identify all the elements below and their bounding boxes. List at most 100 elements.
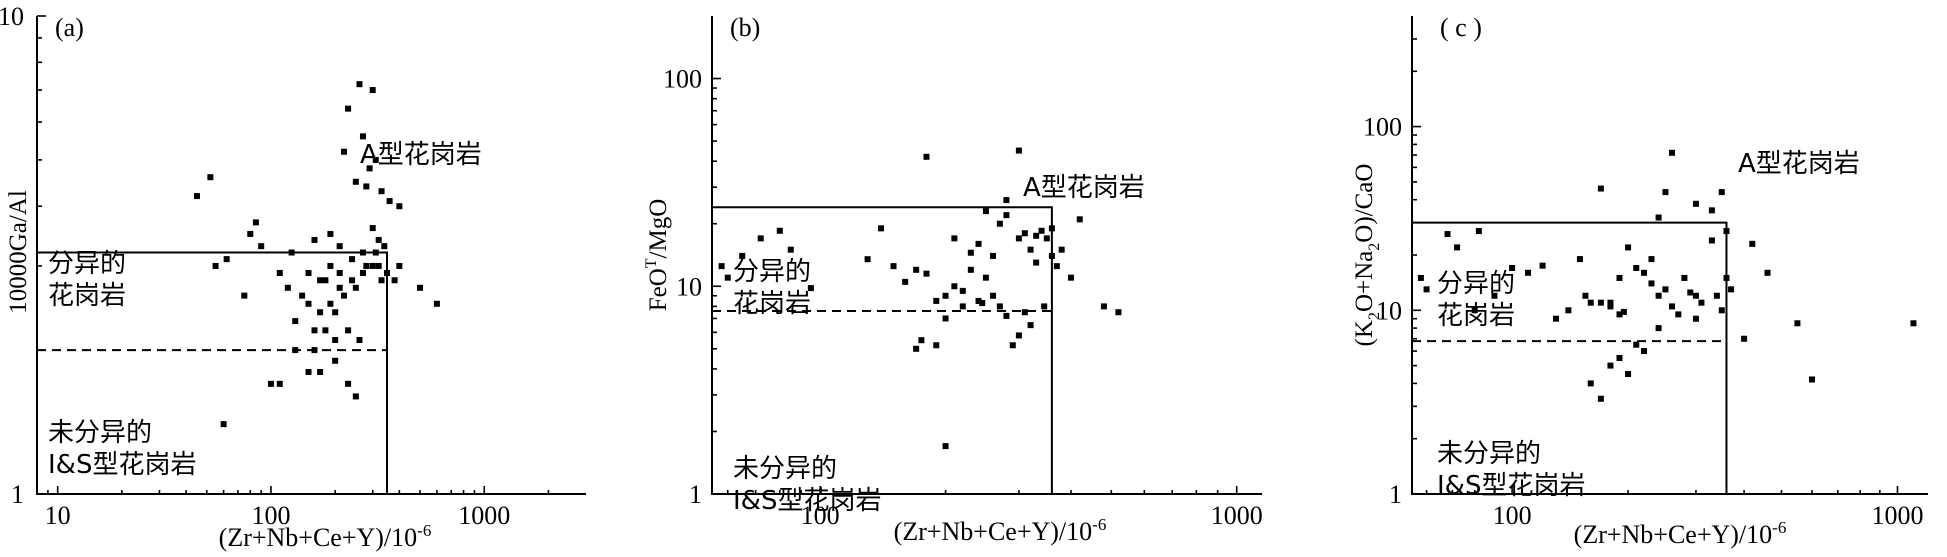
data-point xyxy=(967,249,974,256)
data-point xyxy=(1048,252,1055,259)
data-point xyxy=(332,336,339,343)
data-point xyxy=(933,342,940,349)
data-point xyxy=(352,178,359,185)
y-tick-label: 100 xyxy=(1363,113,1402,142)
data-point xyxy=(942,315,949,322)
data-point xyxy=(942,443,949,450)
data-point xyxy=(951,235,958,242)
data-point xyxy=(913,345,920,352)
data-point xyxy=(902,278,909,285)
y-tick-label: 1 xyxy=(1389,480,1402,509)
data-point xyxy=(1687,289,1694,296)
data-point xyxy=(1620,308,1627,315)
data-point xyxy=(1764,269,1771,276)
data-point xyxy=(1681,274,1688,281)
data-point xyxy=(345,380,352,387)
data-point xyxy=(942,292,949,299)
data-point xyxy=(787,246,794,253)
data-point xyxy=(311,347,318,354)
data-point xyxy=(724,274,731,281)
data-point xyxy=(1015,147,1022,154)
data-point xyxy=(1728,286,1735,293)
data-point xyxy=(1641,269,1648,276)
data-point xyxy=(1027,246,1034,253)
data-point xyxy=(1692,315,1699,322)
data-point xyxy=(381,243,388,250)
data-point xyxy=(349,256,356,263)
data-point xyxy=(739,252,746,259)
data-point xyxy=(311,236,318,243)
x-tick-label: 1000 xyxy=(458,501,510,530)
x-tick-label: 100 xyxy=(801,501,840,530)
data-point xyxy=(241,292,248,299)
chart-panel-3: 100 1000 1 10 100 ( c ) A型花岗岩分异的花岗岩未分异的I&S型花岗岩… xyxy=(1351,13,1928,549)
data-point xyxy=(417,284,424,291)
panel-label: (a) xyxy=(55,13,84,42)
data-point xyxy=(1749,240,1756,247)
data-point xyxy=(1576,256,1583,263)
x-tick-label: 1000 xyxy=(1211,501,1263,530)
data-point xyxy=(207,174,214,181)
data-point xyxy=(979,300,986,307)
label-unfractionated-line2: I&S型花岗岩 xyxy=(1437,471,1585,501)
data-point xyxy=(1607,362,1614,369)
data-point xyxy=(1607,303,1614,310)
label-unfractionated-line1: 未分异的 xyxy=(733,454,837,484)
label-unfractionated-line1: 未分异的 xyxy=(48,418,152,448)
data-point xyxy=(1741,335,1748,342)
data-point xyxy=(990,292,997,299)
data-point xyxy=(305,368,312,375)
data-point xyxy=(1648,280,1655,287)
data-point xyxy=(1910,320,1917,327)
data-point xyxy=(1015,235,1022,242)
data-point xyxy=(356,81,363,88)
data-point xyxy=(1794,320,1801,327)
data-point xyxy=(1471,307,1478,314)
data-point xyxy=(363,183,370,190)
data-point xyxy=(322,277,329,284)
data-point xyxy=(1616,311,1623,318)
data-point xyxy=(299,292,306,299)
data-point xyxy=(369,87,376,94)
data-point xyxy=(372,156,379,163)
x-tick-label: 1000 xyxy=(1871,501,1923,530)
data-point xyxy=(1003,312,1010,319)
y-axis-label: 10000Ga/Al xyxy=(5,190,32,314)
data-point xyxy=(336,284,343,291)
data-point xyxy=(1698,299,1705,306)
data-point xyxy=(317,368,324,375)
data-point xyxy=(1655,292,1662,299)
data-point xyxy=(1053,263,1060,270)
data-point xyxy=(345,105,352,112)
label-fractionated-line1: 分异的 xyxy=(733,257,811,287)
data-point xyxy=(1038,227,1045,234)
data-point xyxy=(369,225,376,232)
data-point xyxy=(223,256,230,263)
data-point xyxy=(1662,286,1669,293)
data-point xyxy=(718,263,725,270)
data-point xyxy=(1723,274,1730,281)
data-point xyxy=(212,262,219,269)
data-point xyxy=(292,347,299,354)
data-point xyxy=(982,208,989,215)
label-fractionated-line2: 花岗岩 xyxy=(1437,301,1515,331)
data-point xyxy=(864,256,871,263)
data-point xyxy=(1021,230,1028,237)
data-point xyxy=(311,327,318,334)
data-point xyxy=(975,297,982,304)
data-point xyxy=(1491,292,1498,299)
data-point xyxy=(1723,228,1730,235)
data-point xyxy=(923,270,930,277)
data-point xyxy=(336,243,343,250)
data-point xyxy=(1655,325,1662,332)
data-point xyxy=(327,300,334,307)
data-point xyxy=(1423,286,1430,293)
data-point xyxy=(340,292,347,299)
data-point xyxy=(1633,264,1640,271)
data-point xyxy=(396,262,403,269)
data-point xyxy=(1115,309,1122,316)
data-point xyxy=(305,300,312,307)
data-point xyxy=(913,266,920,273)
data-point xyxy=(1509,264,1516,271)
